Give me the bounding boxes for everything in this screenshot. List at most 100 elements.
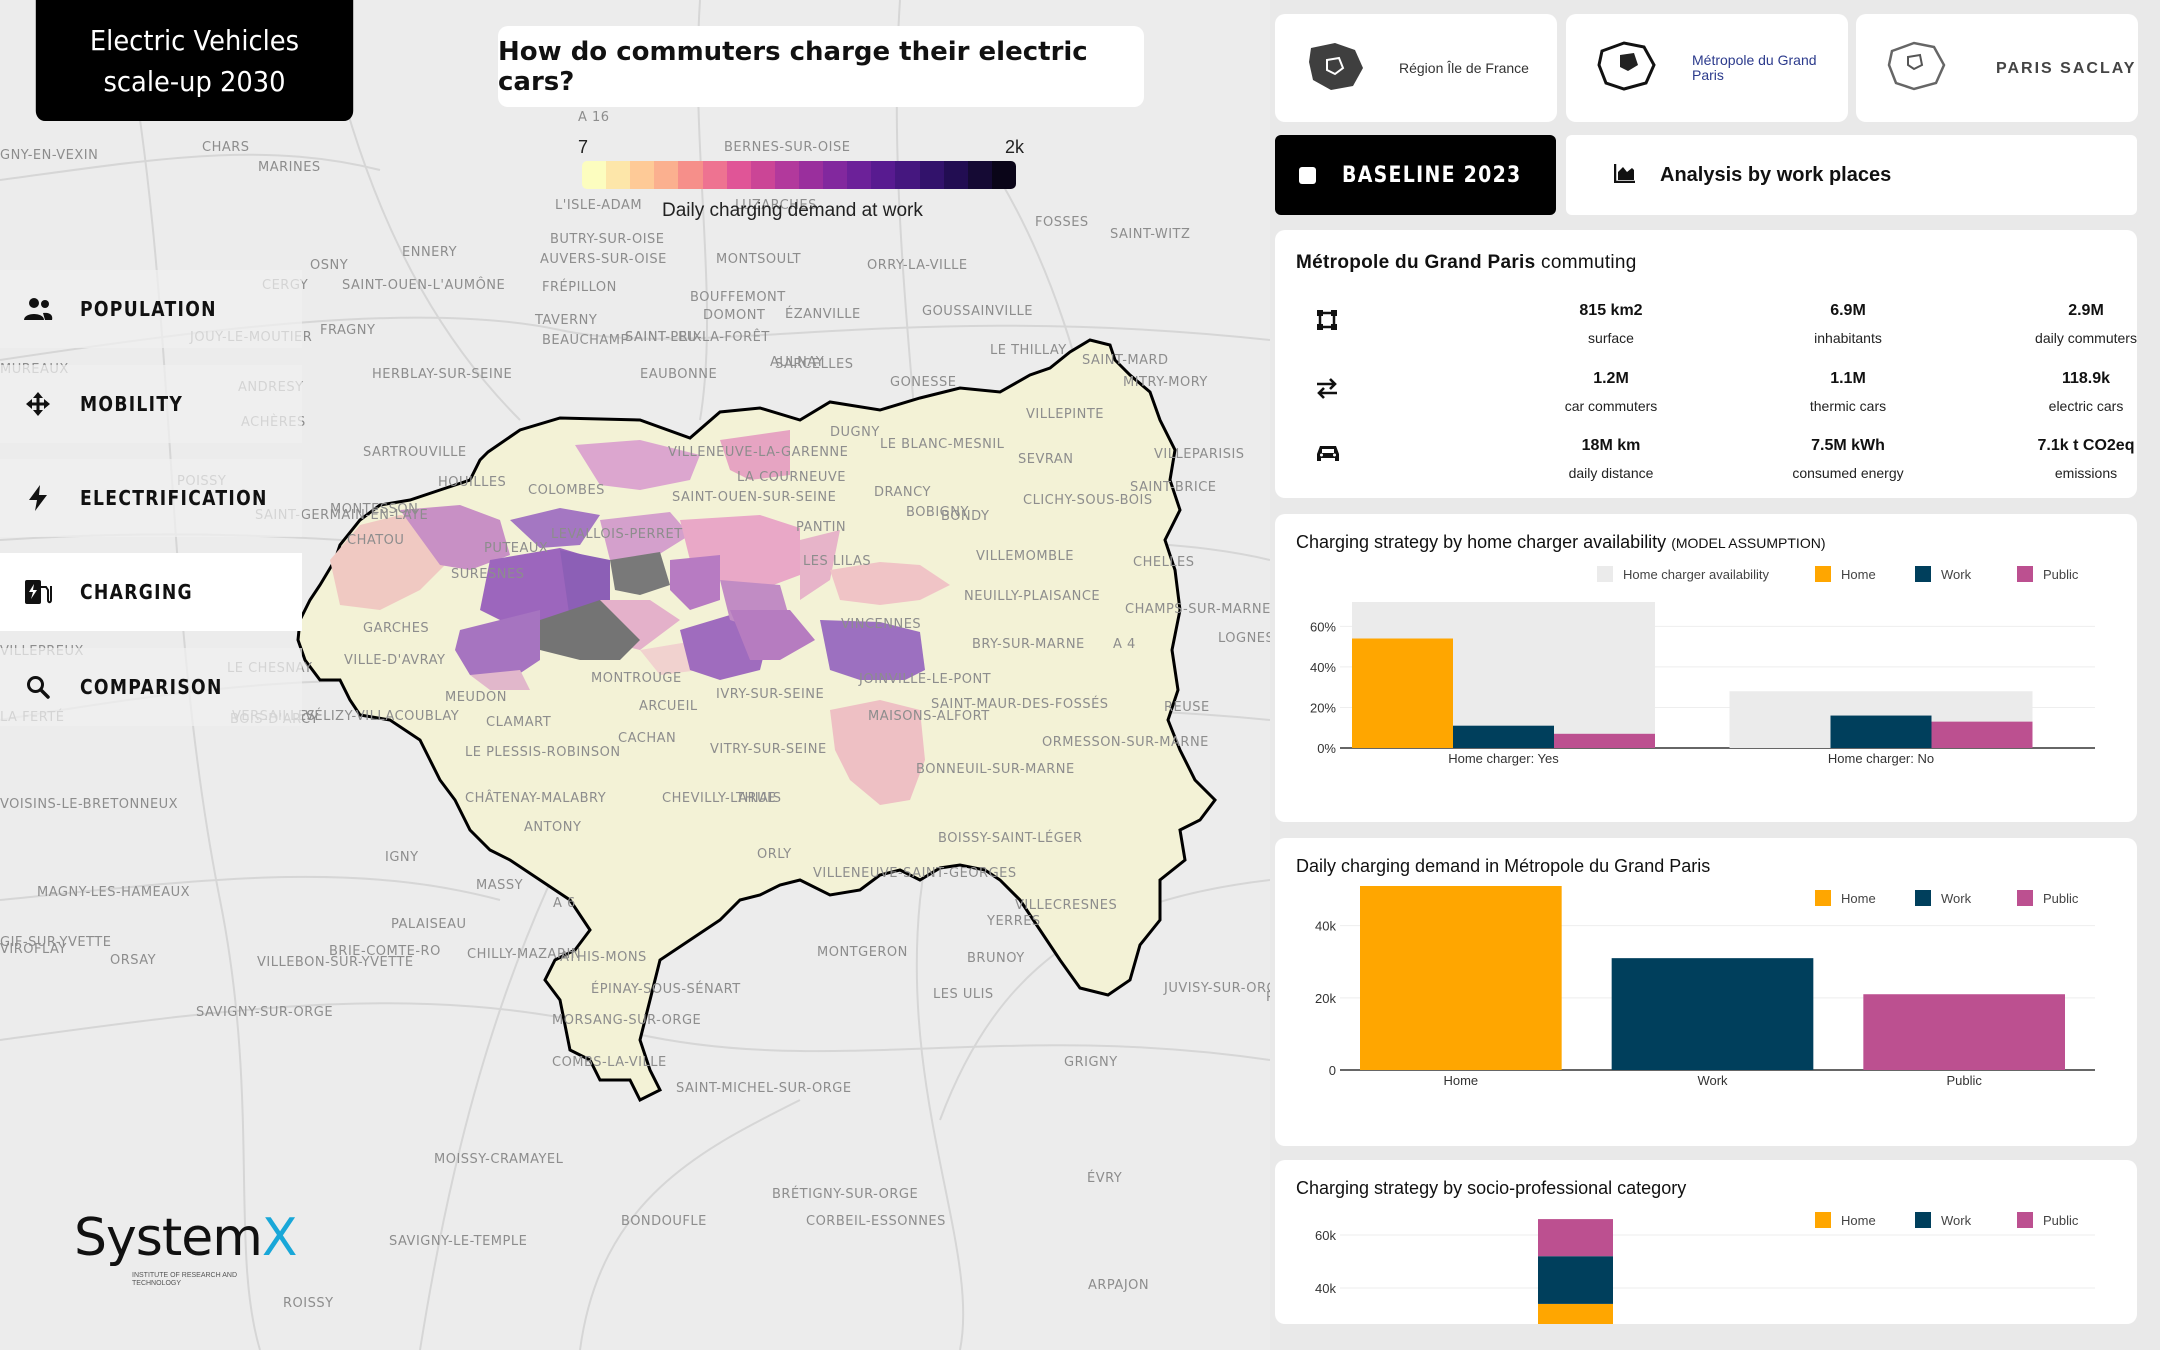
nav-item-mobility[interactable]: MOBILITY xyxy=(0,365,302,443)
place-label: CLAMART xyxy=(486,715,552,730)
systemx-logo: SystemX INSTITUTE OF RESEARCH AND TECHNO… xyxy=(74,1208,298,1287)
place-label: VITRY-SUR-SEINE xyxy=(710,742,827,757)
place-label: ATHIS-MONS xyxy=(560,950,647,965)
area-icon xyxy=(1315,308,1341,332)
partner-logo-metropole: Métropole du Grand Paris xyxy=(1692,52,1817,83)
y-tick-label: 20k xyxy=(1315,991,1336,1006)
legend-swatch xyxy=(2017,890,2033,906)
chart-card-socio-professional: Charging strategy by socio-professional … xyxy=(1275,1160,2137,1324)
map-canvas[interactable] xyxy=(0,0,1270,1350)
place-label: ÉPINAY-SOUS-SÉNART xyxy=(591,982,741,997)
bar-segment-home xyxy=(1538,1303,1613,1324)
place-label: MONTGERON xyxy=(817,945,908,960)
legend-label: Public xyxy=(2043,891,2079,906)
legend-swatch-0 xyxy=(582,161,607,189)
place-label: COMBS-LA-VILLE xyxy=(552,1055,667,1070)
place-label: JOINVILLE-LE-PONT xyxy=(859,672,992,687)
place-label: BRIE-COMTE-RO xyxy=(329,944,441,959)
place-label: VILLE-D'AVRAY xyxy=(344,653,446,668)
place-label: LOGNES xyxy=(1218,631,1270,646)
place-label: PALAISEAU xyxy=(391,917,467,932)
bar-segment-work xyxy=(1538,1256,1613,1304)
swap-arrows-icon xyxy=(1315,376,1341,400)
chart-area-icon xyxy=(1613,163,1636,188)
place-label: ARPAJON xyxy=(1088,1278,1150,1293)
place-label: ORLY xyxy=(757,847,792,862)
legend-swatch-9 xyxy=(798,161,824,189)
lightning-icon xyxy=(22,483,54,513)
place-label: SARCELLES xyxy=(775,357,854,372)
nav-item-comparison[interactable]: COMPARISON xyxy=(0,648,302,726)
legend-label: Work xyxy=(1941,1213,1972,1228)
legend-swatch xyxy=(1815,566,1831,582)
place-label: ÉVRY xyxy=(1087,1171,1123,1186)
y-tick-label: 40% xyxy=(1310,660,1336,675)
logo-x: X xyxy=(261,1208,298,1268)
chart-daily-charging-demand[interactable]: 0 20k 40k Home Work Public Home Work Public xyxy=(1275,838,2137,1146)
legend-swatch-10 xyxy=(823,161,848,189)
chart-socio-professional-category[interactable]: 40k 60k Home Work Public xyxy=(1275,1160,2137,1324)
legend-swatch xyxy=(2017,566,2033,582)
stats-row-area: 815 km2 surface 6.9M inhabitants 2.9M daily… xyxy=(1275,302,2137,362)
ev-charger-icon xyxy=(22,577,54,607)
place-label: AULNAY xyxy=(770,355,825,370)
partner-card-paris-saclay[interactable]: PARIS SACLAY xyxy=(1856,14,2138,122)
place-label: FRÉPILLON xyxy=(542,280,617,295)
place-label: BRÉTIGNY-SUR-ORGE xyxy=(772,1187,919,1202)
metropole-map-icon xyxy=(1596,39,1658,98)
app-title-line2: scale-up 2030 xyxy=(103,64,286,98)
place-label: FOSSES xyxy=(1035,215,1089,230)
place-label: IGNY xyxy=(385,850,419,865)
legend-swatch-15 xyxy=(943,161,968,189)
place-label: SAINT-OUEN-SUR-SEINE xyxy=(672,490,837,505)
place-label: VINCENNES xyxy=(841,617,922,632)
scenario-baseline-button[interactable]: BASELINE 2023 xyxy=(1275,135,1556,215)
place-label: PUTEAUX xyxy=(484,541,549,556)
place-label: ORMESSON-SUR-MARNE xyxy=(1042,735,1209,750)
chart-home-charger-availability[interactable]: 0% 20% 40% 60% Home charger: Yes Home charger… xyxy=(1275,514,2137,822)
place-label: LES LILAS xyxy=(803,554,872,569)
place-label: MARINES xyxy=(258,160,321,175)
place-label: BERNES-SUR-OISE xyxy=(724,140,851,155)
stats-title: Métropole du Grand Paris commuting xyxy=(1296,252,1637,274)
stats-row-cars: 1.2M car commuters 1.1M thermic cars 118.9… xyxy=(1275,370,2137,430)
place-label: SAINT-MARD xyxy=(1082,353,1169,368)
bar-work xyxy=(1611,958,1814,1070)
place-label: ÉZANVILLE xyxy=(785,307,861,322)
place-label: VILLECRESNES xyxy=(1015,898,1118,913)
place-label: ORRY-LA-VILLE xyxy=(867,258,968,273)
legend-label: Public xyxy=(2043,567,2079,582)
place-label: BONDOUFLE xyxy=(621,1214,707,1229)
place-label: VILLENEUVE-SAINT-GEORGES xyxy=(813,866,1017,881)
place-label: SARTROUVILLE xyxy=(363,445,467,460)
place-label: ORSAY xyxy=(110,953,157,968)
analysis-by-workplaces-button[interactable]: Analysis by work places xyxy=(1566,135,2137,215)
place-label: A 4 xyxy=(1113,637,1136,652)
place-label: BRY-SUR-MARNE xyxy=(972,637,1085,652)
place-label: DRANCY xyxy=(874,485,931,500)
place-label: MONTROUGE xyxy=(591,671,682,686)
place-label: SAINT-OUEN-L'AUMÔNE xyxy=(342,278,506,293)
place-label: ANTONY xyxy=(524,820,582,835)
place-label: ROISSY xyxy=(283,1296,334,1311)
place-label: CHELLES xyxy=(1133,555,1195,570)
place-label: BEAUCHAMP xyxy=(542,333,629,348)
commune-heat-regions xyxy=(330,430,950,805)
x-tick-label: Home charger: Yes xyxy=(1448,751,1559,766)
legend-swatch xyxy=(2017,1212,2033,1228)
nav-item-charging[interactable]: CHARGING xyxy=(0,553,302,631)
nav-label-electrification: ELECTRIFICATION xyxy=(80,486,268,510)
partner-card-metropole[interactable]: Métropole du Grand Paris xyxy=(1566,14,1848,122)
logo-tagline: INSTITUTE OF RESEARCH AND TECHNOLOGY xyxy=(132,1272,238,1287)
place-label: EAUBONNE xyxy=(640,367,718,382)
paris-saclay-map-icon xyxy=(1886,39,1948,98)
search-icon xyxy=(22,672,54,702)
place-label: SAVIGNY-SUR-ORGE xyxy=(196,1005,334,1020)
nav-item-population[interactable]: POPULATION xyxy=(0,270,302,348)
legend-label: Public xyxy=(2043,1213,2079,1228)
legend-swatch xyxy=(1915,1212,1931,1228)
stat-inhabitants: 6.9M inhabitants xyxy=(1814,302,1882,346)
legend-swatch-3 xyxy=(654,161,679,189)
nav-item-electrification[interactable]: ELECTRIFICATION xyxy=(0,459,302,537)
partner-card-region-idf[interactable]: Région Île de France xyxy=(1275,14,1557,122)
